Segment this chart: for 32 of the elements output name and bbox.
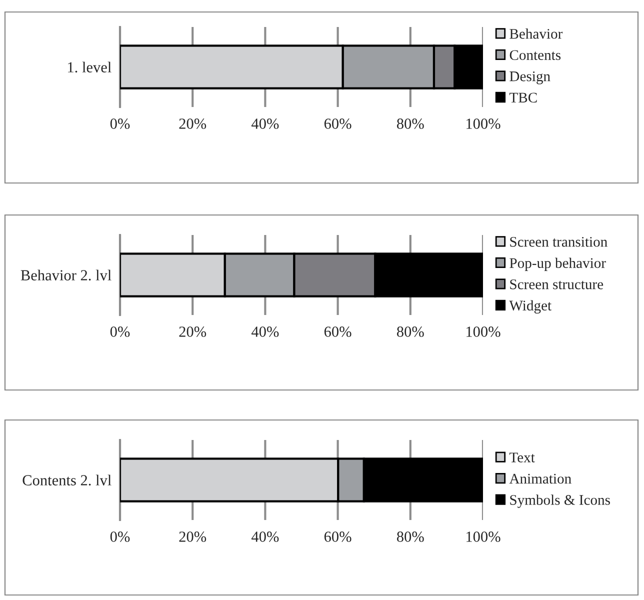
legend-label: TBC	[509, 92, 537, 103]
legend-label: Screen transition	[510, 236, 608, 247]
x-tick-label: 80%	[396, 532, 424, 542]
legend-label: Symbols & Icons	[510, 494, 610, 508]
x-tick-label: 40%	[251, 118, 279, 129]
y-tick-label: 1. level	[68, 62, 112, 73]
x-tick-label: 60%	[324, 326, 352, 337]
x-tick-label: 100%	[466, 532, 500, 542]
x-tick-label: 20%	[179, 532, 206, 542]
legend-label: Behavior	[510, 28, 563, 39]
x-tick-label: 60%	[324, 532, 352, 542]
y-tick-label: Behavior 2. lvl	[20, 270, 112, 281]
x-tick-label: 100%	[466, 118, 500, 129]
y-tick-label: Contents 2. lvl	[22, 474, 112, 486]
x-tick-label: 80%	[396, 118, 424, 129]
x-tick-label: 100%	[466, 326, 500, 337]
x-tick-label: 40%	[251, 326, 279, 337]
legend-label: Design	[510, 71, 550, 84]
x-tick-label: 20%	[179, 326, 206, 337]
legend-label: Text	[509, 452, 535, 462]
x-tick-label: 80%	[396, 326, 424, 337]
legend-label: Contents	[510, 50, 561, 60]
legend-label: Pop-up behavior	[510, 258, 606, 271]
x-tick-label: 20%	[179, 118, 206, 129]
x-tick-label: 0%	[110, 118, 130, 129]
legend-label: Animation	[509, 474, 572, 484]
legend-label: Widget	[509, 300, 552, 314]
legend-label: Screen structure	[510, 279, 604, 290]
x-tick-label: 40%	[251, 532, 279, 542]
x-tick-label: 0%	[110, 326, 130, 337]
x-tick-label: 0%	[110, 532, 130, 542]
x-tick-label: 60%	[324, 118, 352, 129]
